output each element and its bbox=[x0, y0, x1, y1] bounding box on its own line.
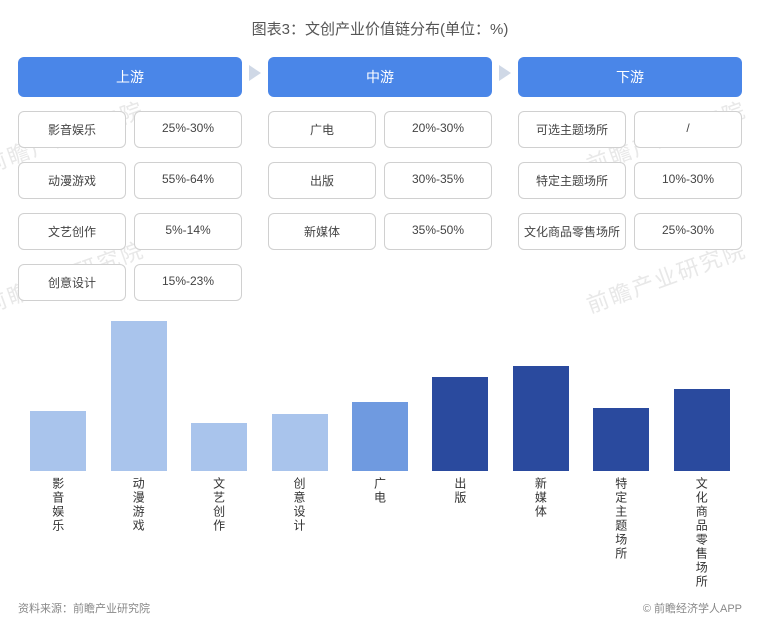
bar bbox=[426, 377, 494, 472]
category-label: 影音娱乐 bbox=[18, 111, 126, 148]
arrow-icon bbox=[242, 57, 268, 301]
x-axis-label: 文化商品零售场所 bbox=[668, 477, 736, 589]
value-chain-column: 下游可选主题场所/特定主题场所10%-30%文化商品零售场所25%-30% bbox=[518, 57, 742, 301]
bar bbox=[346, 402, 414, 471]
bar-chart-xlabels: 影音娱乐动漫游戏文艺创作创意设计广电出版新媒体特定主题场所文化商品零售场所 bbox=[18, 471, 742, 589]
category-label: 创意设计 bbox=[18, 264, 126, 301]
category-value: / bbox=[634, 111, 742, 148]
category-label: 文化商品零售场所 bbox=[518, 213, 626, 250]
category-value: 35%-50% bbox=[384, 213, 492, 250]
column-header: 中游 bbox=[268, 57, 492, 97]
table-row: 创意设计15%-23% bbox=[18, 264, 242, 301]
table-row: 新媒体35%-50% bbox=[268, 213, 492, 250]
category-label: 可选主题场所 bbox=[518, 111, 626, 148]
category-label: 文艺创作 bbox=[18, 213, 126, 250]
table-row: 广电20%-30% bbox=[268, 111, 492, 148]
category-label: 新媒体 bbox=[268, 213, 376, 250]
bar bbox=[507, 366, 575, 471]
value-chain-column: 上游影音娱乐25%-30%动漫游戏55%-64%文艺创作5%-14%创意设计15… bbox=[18, 57, 242, 301]
bar bbox=[185, 423, 253, 471]
table-row: 出版30%-35% bbox=[268, 162, 492, 199]
table-row: 文艺创作5%-14% bbox=[18, 213, 242, 250]
chart-title: 图表3：文创产业价值链分布(单位：%) bbox=[18, 18, 742, 39]
bar bbox=[104, 321, 172, 471]
bar bbox=[24, 411, 92, 471]
value-chain-table: 上游影音娱乐25%-30%动漫游戏55%-64%文艺创作5%-14%创意设计15… bbox=[18, 57, 742, 301]
x-axis-label: 出版 bbox=[426, 477, 494, 589]
table-row: 文化商品零售场所25%-30% bbox=[518, 213, 742, 250]
category-label: 出版 bbox=[268, 162, 376, 199]
category-value: 25%-30% bbox=[634, 213, 742, 250]
table-row: 特定主题场所10%-30% bbox=[518, 162, 742, 199]
bar-chart bbox=[18, 321, 742, 471]
category-label: 广电 bbox=[268, 111, 376, 148]
x-axis-label: 动漫游戏 bbox=[104, 477, 172, 589]
bar bbox=[668, 389, 736, 472]
arrow-icon bbox=[492, 57, 518, 301]
table-row: 可选主题场所/ bbox=[518, 111, 742, 148]
category-value: 30%-35% bbox=[384, 162, 492, 199]
column-header: 上游 bbox=[18, 57, 242, 97]
category-value: 15%-23% bbox=[134, 264, 242, 301]
table-row: 动漫游戏55%-64% bbox=[18, 162, 242, 199]
copyright-text: © 前瞻经济学人APP bbox=[643, 600, 742, 616]
x-axis-label: 特定主题场所 bbox=[587, 477, 655, 589]
category-value: 55%-64% bbox=[134, 162, 242, 199]
table-row: 影音娱乐25%-30% bbox=[18, 111, 242, 148]
footer: 资料来源：前瞻产业研究院 © 前瞻经济学人APP bbox=[18, 600, 742, 616]
category-value: 5%-14% bbox=[134, 213, 242, 250]
x-axis-label: 影音娱乐 bbox=[24, 477, 92, 589]
category-value: 25%-30% bbox=[134, 111, 242, 148]
category-label: 特定主题场所 bbox=[518, 162, 626, 199]
category-label: 动漫游戏 bbox=[18, 162, 126, 199]
x-axis-label: 文艺创作 bbox=[185, 477, 253, 589]
x-axis-label: 新媒体 bbox=[507, 477, 575, 589]
column-header: 下游 bbox=[518, 57, 742, 97]
source-text: 资料来源：前瞻产业研究院 bbox=[18, 600, 150, 616]
bar bbox=[587, 408, 655, 471]
x-axis-label: 创意设计 bbox=[265, 477, 333, 589]
value-chain-column: 中游广电20%-30%出版30%-35%新媒体35%-50% bbox=[268, 57, 492, 301]
category-value: 10%-30% bbox=[634, 162, 742, 199]
category-value: 20%-30% bbox=[384, 111, 492, 148]
x-axis-label: 广电 bbox=[346, 477, 414, 589]
bar bbox=[265, 414, 333, 471]
